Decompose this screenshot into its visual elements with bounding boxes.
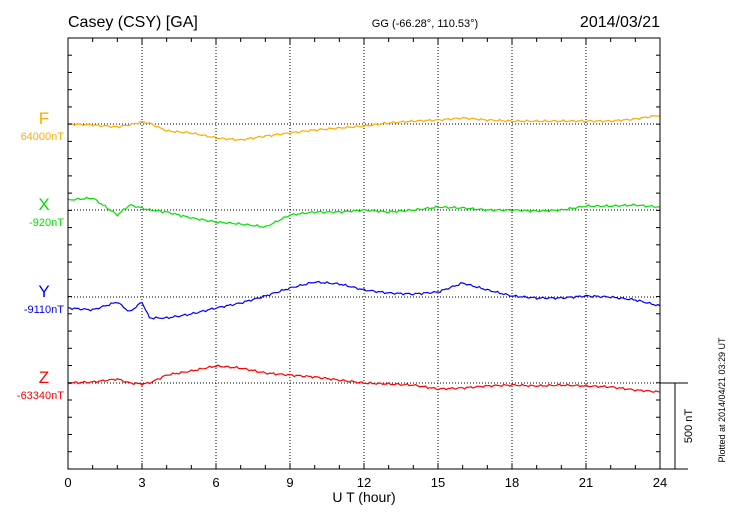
series-name-f: F: [39, 109, 49, 128]
scale-bar-label: 500 nT: [683, 409, 695, 444]
x-tick-label: 21: [579, 475, 593, 490]
series-name-y: Y: [38, 282, 49, 301]
series-baseline-f: 64000nT: [21, 131, 65, 143]
x-tick-label: 12: [357, 475, 371, 490]
series-name-z: Z: [39, 368, 49, 387]
x-tick-label: 18: [505, 475, 519, 490]
x-tick-label: 24: [653, 475, 667, 490]
x-tick-label: 9: [286, 475, 293, 490]
x-tick-label: 15: [431, 475, 445, 490]
grid: [68, 38, 660, 469]
series-name-x: X: [38, 195, 49, 214]
chart-date: 2014/03/21: [580, 14, 660, 31]
chart-title: Casey (CSY) [GA]: [68, 14, 198, 31]
scale-bar: 500 nT: [660, 382, 695, 470]
trace-x: [67, 196, 661, 229]
series-baseline-x: -920nT: [29, 217, 64, 229]
trace-y: [67, 280, 661, 320]
trace-z: [67, 364, 661, 393]
chart-subtitle: GG (-66.28°, 110.53°): [372, 18, 478, 30]
x-tick-label: 6: [212, 475, 219, 490]
x-axis-label: U T (hour): [332, 489, 395, 505]
traces: [67, 114, 661, 393]
trace-f: [67, 114, 661, 141]
x-tick-label: 0: [64, 475, 71, 490]
series-baseline-y: -9110nT: [24, 304, 64, 316]
series-baseline-z: -63340nT: [17, 390, 64, 402]
plotted-timestamp: Plotted at 2014/04/21 03:29 UT: [717, 337, 727, 463]
x-ticks: 0 3 6 9 12 15 18 21 24: [64, 38, 667, 490]
series-labels: F 64000nT X -920nT Y -9110nT Z -63340nT: [17, 109, 64, 402]
x-tick-label: 3: [138, 475, 145, 490]
